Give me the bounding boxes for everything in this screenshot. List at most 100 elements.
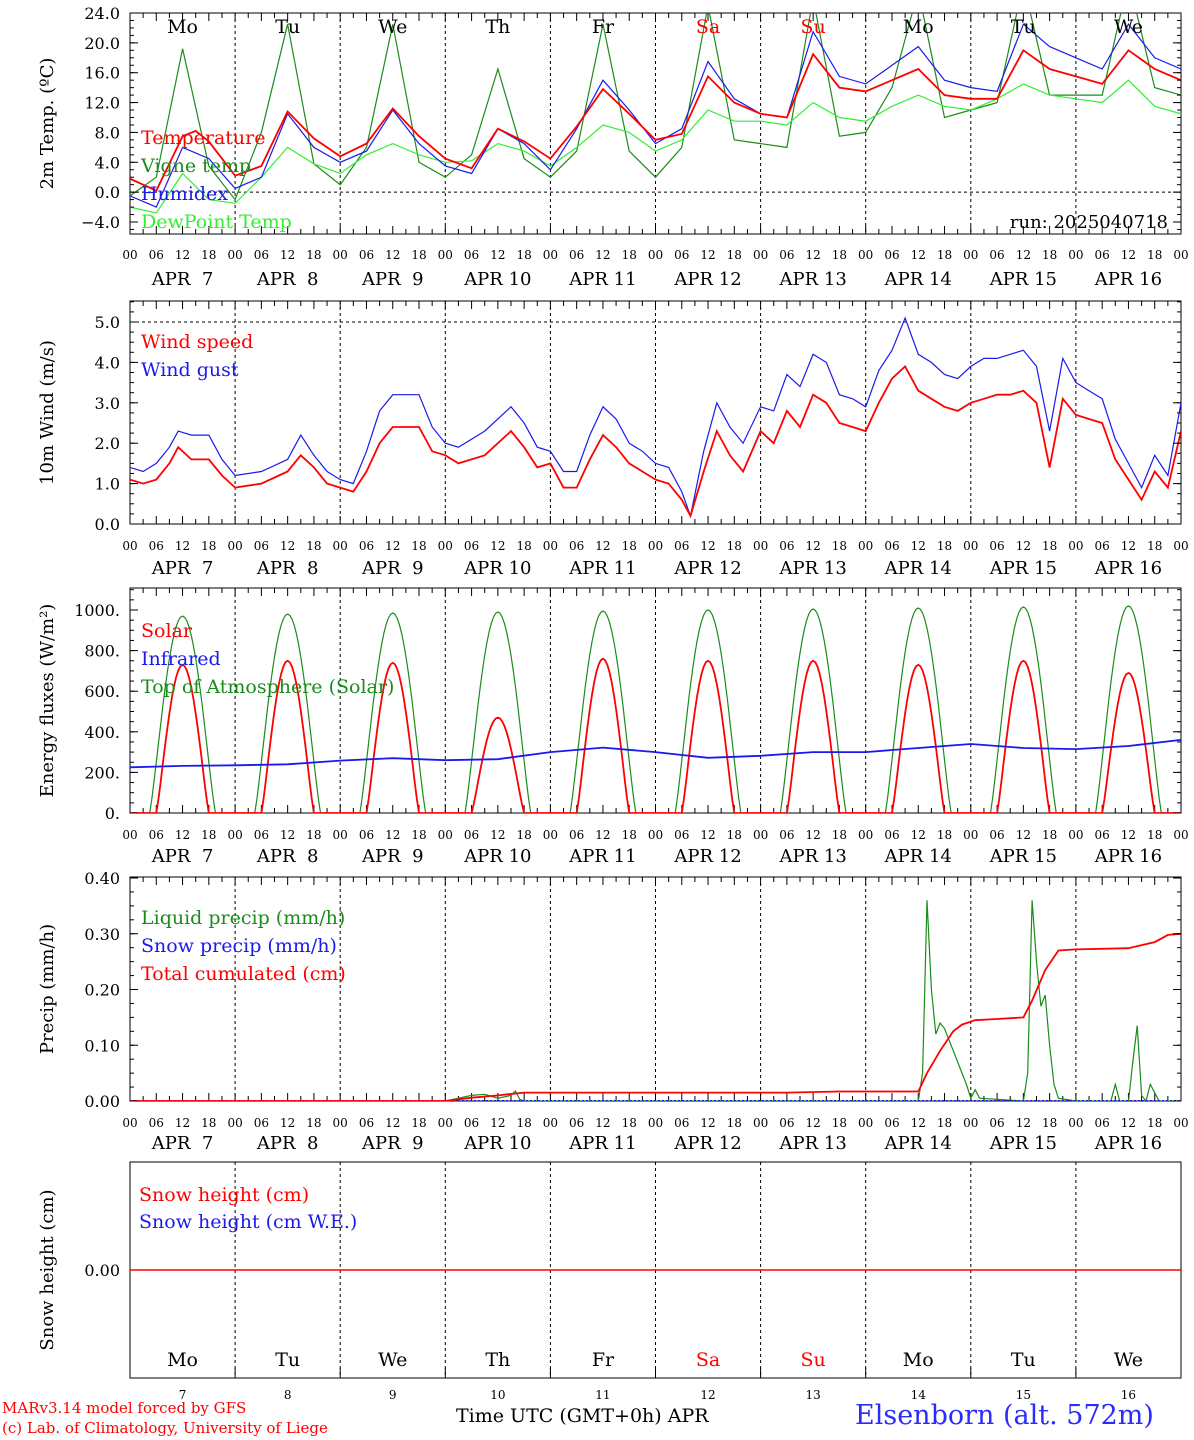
hour-tick-label: 06 [569, 1116, 584, 1130]
hour-tick-label: 18 [832, 1116, 847, 1130]
hour-tick-label: 00 [333, 1116, 348, 1130]
day-number-label: 16 [1121, 1388, 1136, 1402]
time-axis-title: Time UTC (GMT+0h) APR [456, 1405, 709, 1427]
date-label: APR 9 [361, 1133, 424, 1154]
legend-entry: Humidex [141, 183, 228, 205]
series-infrared [130, 739, 1181, 769]
hour-tick-label: 00 [648, 248, 663, 262]
hour-tick-label: 06 [464, 539, 479, 553]
hour-tick-label: 00 [543, 248, 558, 262]
weekday-label: Sa [696, 16, 720, 38]
hour-tick-label: 12 [911, 1116, 926, 1130]
hour-tick-label: 00 [1068, 539, 1083, 553]
hour-tick-label: 18 [201, 248, 216, 262]
y-tick-label: 2.0 [95, 434, 120, 453]
hour-tick-label: 18 [1147, 828, 1162, 842]
legend: Liquid precip (mm/h) Snow precip (mm/h) To… [141, 907, 346, 985]
hour-tick-label: 18 [832, 248, 847, 262]
hour-tick-label: 06 [674, 1116, 689, 1130]
hour-tick-label: 18 [516, 539, 531, 553]
y-tick-label: 0. [105, 804, 120, 823]
hour-tick-label: 06 [989, 1116, 1004, 1130]
hour-tick-label: 06 [779, 539, 794, 553]
weekday-label: Fr [592, 1349, 615, 1371]
hour-tick-label: 06 [569, 828, 584, 842]
hour-tick-label: 18 [727, 828, 742, 842]
weekday-label: Tu [1011, 1349, 1036, 1371]
hour-tick-label: 12 [175, 539, 190, 553]
hour-tick-label: 12 [385, 248, 400, 262]
hour-tick-label: 18 [1147, 539, 1162, 553]
hour-tick-label: 12 [700, 1116, 715, 1130]
hour-tick-label: 12 [1016, 828, 1031, 842]
date-label: APR 11 [568, 846, 636, 867]
hour-tick-label: 00 [963, 248, 978, 262]
hour-tick-label: 18 [937, 248, 952, 262]
run-label: run: 2025040718 [1010, 212, 1168, 233]
y-tick-label: 5.0 [95, 313, 120, 332]
hour-tick-label: 12 [700, 539, 715, 553]
hour-tick-label: 12 [1121, 828, 1136, 842]
hour-tick-label: 12 [700, 248, 715, 262]
legend-entry: Wind gust [141, 359, 239, 381]
hour-tick-label: 18 [411, 248, 426, 262]
date-label: APR 8 [256, 846, 319, 867]
hour-tick-label: 18 [516, 828, 531, 842]
series-top-of-atmosphere [130, 605, 1181, 813]
hour-tick-label: 12 [700, 828, 715, 842]
date-label: APR 13 [779, 1133, 847, 1154]
hour-tick-label: 06 [779, 1116, 794, 1130]
hour-tick-label: 00 [122, 828, 137, 842]
y-tick-label: 24.0 [84, 4, 120, 23]
weekday-label: Mo [167, 1349, 198, 1371]
legend-entry: DewPoint Temp [141, 211, 292, 233]
hour-tick-label: 12 [490, 1116, 505, 1130]
y-tick-label: 16.0 [84, 64, 120, 83]
hour-tick-label: 12 [595, 248, 610, 262]
time-axis-labels: 00 06 12 18 APR 7 00 06 12 18 APR 8 00 06 12 18 APR 9 0… [122, 1116, 1188, 1154]
y-axis-label: Energy fluxes (W/m²) [37, 604, 58, 798]
hour-tick-label: 00 [1173, 539, 1188, 553]
date-label: APR 12 [673, 558, 741, 579]
hour-tick-label: 06 [254, 248, 269, 262]
hour-tick-label: 12 [911, 828, 926, 842]
hour-tick-label: 12 [490, 248, 505, 262]
hour-tick-label: 00 [122, 248, 137, 262]
weekday-label: We [1114, 1349, 1143, 1371]
hour-tick-label: 06 [569, 539, 584, 553]
series-vigne-temp [130, 13, 1181, 201]
weekday-label: We [378, 16, 407, 38]
y-tick-label: 0.20 [84, 981, 120, 1000]
hour-tick-label: 18 [1042, 828, 1057, 842]
y-tick-label: 0.30 [84, 925, 120, 944]
hour-tick-label: 12 [280, 539, 295, 553]
hour-tick-label: 18 [832, 539, 847, 553]
time-axis-labels: 00 06 12 18 APR 7 00 06 12 18 APR 8 00 06 12 18 APR 9 0… [122, 828, 1188, 867]
hour-tick-label: 00 [963, 1116, 978, 1130]
hour-tick-label: 06 [359, 539, 374, 553]
hour-tick-label: 00 [438, 248, 453, 262]
hour-tick-label: 18 [201, 828, 216, 842]
y-tick-label: 12.0 [84, 94, 120, 113]
y-axis: −4.0 0.0 4.0 8.0 12.0 16.0 20.0 24.0 2m Temp. (º… [37, 4, 1181, 232]
day-number-label: 12 [700, 1388, 715, 1402]
series-humidex [130, 23, 1181, 208]
weekday-label: Mo [903, 16, 934, 38]
date-label: APR 10 [463, 846, 531, 867]
date-label: APR 8 [256, 1133, 319, 1154]
hour-tick-label: 18 [1042, 248, 1057, 262]
hour-tick-label: 18 [1147, 248, 1162, 262]
hour-tick-label: 06 [464, 828, 479, 842]
legend-entry: Snow height (cm W.E.) [139, 1211, 357, 1233]
hour-tick-label: 18 [727, 1116, 742, 1130]
hour-tick-label: 00 [963, 539, 978, 553]
y-tick-label: 0.0 [95, 183, 120, 202]
weekday-label: Th [485, 1349, 510, 1371]
y-tick-label: 20.0 [84, 34, 120, 53]
hour-tick-label: 18 [201, 1116, 216, 1130]
hour-tick-label: 12 [595, 828, 610, 842]
y-tick-label: 0.00 [84, 1261, 120, 1280]
series-wind-speed [130, 364, 1181, 519]
date-label: APR 15 [989, 846, 1057, 867]
hour-tick-label: 18 [201, 539, 216, 553]
